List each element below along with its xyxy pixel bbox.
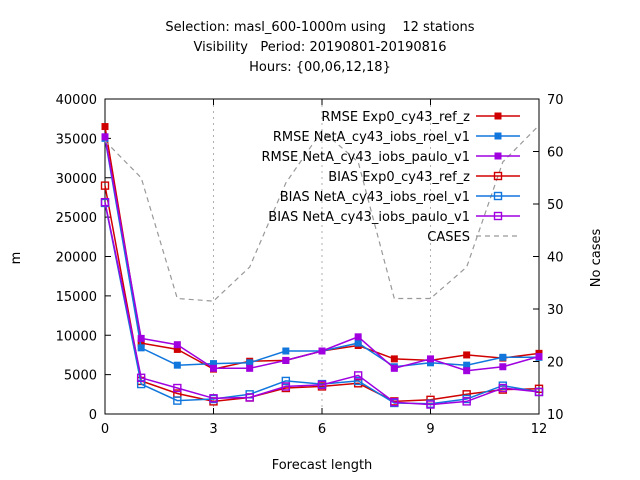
data-point xyxy=(173,383,182,393)
legend-label: CASES xyxy=(427,230,470,245)
x-axis-label: Forecast length xyxy=(272,458,373,473)
legend: RMSE Exp0_cy43_ref_z RMSE NetA_cy43_iobs_… xyxy=(261,110,520,245)
data-point xyxy=(100,181,110,190)
legend-marker xyxy=(494,152,502,160)
legend-label: BIAS NetA_cy43_iobs_roel_v1 xyxy=(280,190,470,205)
legend-marker xyxy=(494,132,502,140)
data-point xyxy=(498,383,508,393)
chart-title-line-1: Selection: masl_600-1000m using 12 stati… xyxy=(165,20,475,35)
series-bias-neta-cy43-iobs-paulo-v1 xyxy=(100,197,544,409)
legend-entry: RMSE NetA_cy43_iobs_roel_v1 xyxy=(273,130,520,145)
data-point xyxy=(282,356,290,364)
legend-label: BIAS NetA_cy43_iobs_paulo_v1 xyxy=(268,210,470,225)
data-point xyxy=(354,333,362,341)
legend-marker xyxy=(493,211,503,221)
x-tick-label: 3 xyxy=(209,422,217,437)
series-rmse-neta-cy43-iobs-paulo-v1 xyxy=(101,133,543,375)
chart-title-line-3: Hours: {00,06,12,18} xyxy=(249,60,391,75)
legend-entry: RMSE NetA_cy43_iobs_paulo_v1 xyxy=(261,150,520,165)
legend-entry: BIAS NetA_cy43_iobs_paulo_v1 xyxy=(268,210,520,225)
data-point xyxy=(390,397,399,407)
y-tick-label: 35000 xyxy=(56,132,97,147)
y2-tick-label: 30 xyxy=(547,303,564,318)
x-tick-label: 12 xyxy=(531,422,548,437)
legend-label: RMSE NetA_cy43_iobs_roel_v1 xyxy=(273,130,470,145)
data-point xyxy=(534,387,544,397)
data-point xyxy=(101,123,109,131)
data-point xyxy=(136,373,146,382)
data-point xyxy=(173,396,182,405)
series-line xyxy=(104,202,540,406)
data-point xyxy=(353,371,363,380)
axes: 0 3 6 9 12 0 5000 10000 15000 20000 25000 30000 3500… xyxy=(56,93,564,437)
legend-marker xyxy=(493,191,503,201)
data-point xyxy=(463,351,471,359)
legend-label: RMSE Exp0_cy43_ref_z xyxy=(321,110,470,125)
data-point xyxy=(318,347,326,355)
grid xyxy=(213,99,431,414)
data-point xyxy=(210,364,217,372)
y-tick-label: 10000 xyxy=(56,329,97,344)
data-point xyxy=(245,393,254,402)
legend-label: BIAS Exp0_cy43_ref_z xyxy=(328,170,470,185)
data-point xyxy=(209,394,218,403)
y-tick-label: 30000 xyxy=(56,172,97,187)
data-point xyxy=(463,367,471,375)
y2-tick-label: 50 xyxy=(547,198,564,213)
data-point xyxy=(535,353,543,361)
y2-tick-label: 10 xyxy=(547,408,564,423)
legend-marker xyxy=(494,112,502,120)
data-point xyxy=(462,397,471,406)
series-line xyxy=(104,202,540,405)
y-tick-label: 0 xyxy=(89,408,97,423)
legend-marker xyxy=(493,171,503,181)
data-point xyxy=(427,355,434,363)
data-point xyxy=(282,347,290,355)
y-tick-label: 15000 xyxy=(56,290,97,305)
y2-tick-label: 60 xyxy=(547,146,564,161)
y-tick-label: 40000 xyxy=(56,93,97,108)
series-line xyxy=(104,124,540,302)
y-axis-label: m xyxy=(9,252,24,265)
x-tick-label: 0 xyxy=(101,422,109,437)
series-cases xyxy=(104,124,540,302)
data-point xyxy=(246,364,254,372)
y-tick-label: 5000 xyxy=(64,369,97,384)
x-tick-label: 9 xyxy=(426,422,434,437)
series-layer xyxy=(100,123,544,409)
legend-entry: CASES xyxy=(427,230,520,245)
chart-title-line-2: Visibility Period: 20190801-20190816 xyxy=(193,40,447,55)
data-point xyxy=(100,197,110,207)
series-line xyxy=(104,185,540,403)
y2-axis-label: No cases xyxy=(589,229,604,288)
data-point xyxy=(137,344,145,352)
data-point xyxy=(173,361,181,369)
data-point xyxy=(281,376,291,386)
data-point xyxy=(499,363,507,371)
y2-tick-label: 20 xyxy=(547,356,564,371)
legend-entry: RMSE Exp0_cy43_ref_z xyxy=(321,110,520,125)
legend-entry: BIAS Exp0_cy43_ref_z xyxy=(328,170,520,185)
data-point xyxy=(499,353,507,361)
data-point xyxy=(353,376,363,386)
data-point xyxy=(354,339,362,347)
legend-label: RMSE NetA_cy43_iobs_paulo_v1 xyxy=(261,150,470,165)
y2-tick-label: 70 xyxy=(547,93,564,108)
data-point xyxy=(137,334,145,342)
y-tick-label: 25000 xyxy=(56,211,97,226)
data-point xyxy=(281,382,291,391)
x-tick-label: 6 xyxy=(318,422,326,437)
data-point xyxy=(390,355,398,363)
y2-tick-label: 40 xyxy=(547,251,564,266)
legend-entry: BIAS NetA_cy43_iobs_roel_v1 xyxy=(280,190,520,205)
data-point xyxy=(173,341,181,349)
data-point xyxy=(101,133,109,141)
data-point xyxy=(317,380,327,390)
data-point xyxy=(426,400,435,409)
y-tick-label: 20000 xyxy=(56,251,97,266)
data-point xyxy=(390,364,398,372)
